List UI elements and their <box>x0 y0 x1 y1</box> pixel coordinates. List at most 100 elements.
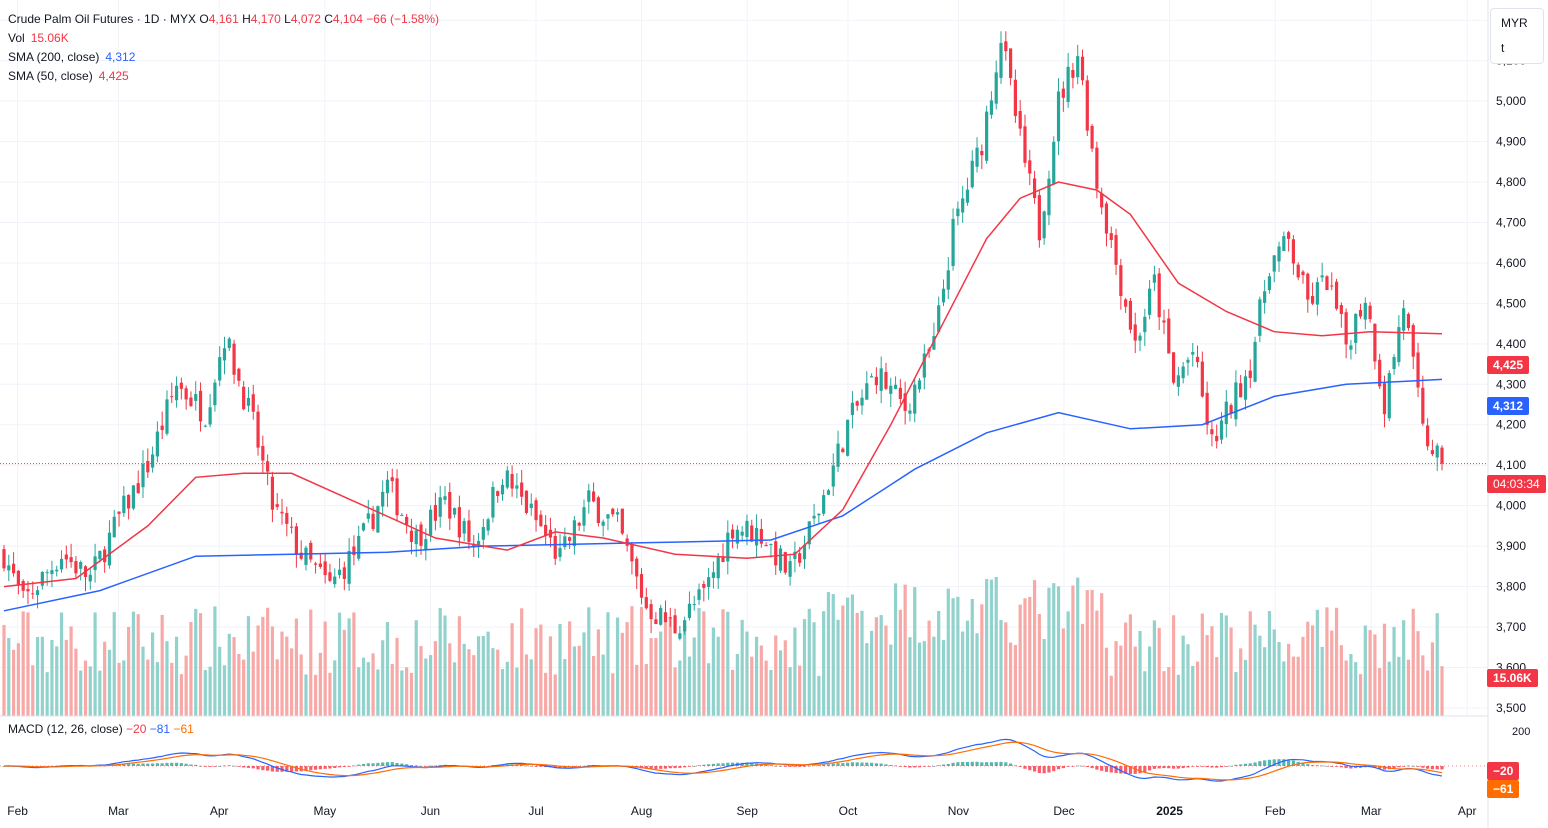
volume-bar <box>1277 642 1281 716</box>
candle-body <box>889 385 893 394</box>
volume-bar <box>922 641 926 716</box>
countdown-tag: 04:03:34 <box>1487 475 1546 493</box>
macd-hist-bar <box>946 763 950 766</box>
legend-sma50-row[interactable]: SMA (50, close) 4,425 <box>8 67 439 86</box>
volume-bar <box>266 607 270 716</box>
volume-bar <box>568 621 572 716</box>
candle-body <box>1052 141 1056 185</box>
candle-body <box>371 513 375 530</box>
macd-hist-bar <box>218 765 222 767</box>
volume-bar <box>179 674 183 716</box>
candle-body <box>170 396 174 398</box>
candle-body <box>1358 310 1363 317</box>
candle-body <box>1171 352 1176 383</box>
volume-bar <box>544 672 548 716</box>
symbol-title[interactable]: Crude Palm Oil Futures · 1D · MYX <box>8 12 197 26</box>
volume-bar <box>683 625 687 716</box>
volume-bar <box>1234 672 1238 716</box>
volume-bar <box>663 612 668 716</box>
volume-bar <box>1282 661 1286 716</box>
candle-body <box>1037 195 1041 241</box>
time-axis: Feb Mar Apr May Jun Jul Aug Sep Oct Nov Dec 2025 Feb… <box>7 804 1476 818</box>
candle-body <box>1157 273 1161 318</box>
volume-bar <box>893 583 898 716</box>
volume-bar <box>1392 626 1396 716</box>
unit-selector[interactable]: MYR t <box>1490 8 1544 64</box>
volume-bar <box>376 669 380 716</box>
candle-body <box>1076 56 1080 78</box>
candle-body <box>529 503 533 509</box>
candle-body <box>1148 288 1152 315</box>
volume-bar <box>788 667 792 716</box>
volume-bar <box>165 641 169 716</box>
legend-volume-row[interactable]: Vol 15.06K <box>8 29 439 48</box>
candle-body <box>103 549 107 563</box>
volume-bar <box>251 651 255 716</box>
volume-bar <box>1354 662 1358 716</box>
macd-hist-bar <box>860 762 864 766</box>
macd-hist-bar <box>1119 766 1123 774</box>
volume-bar <box>1138 631 1142 716</box>
volume-bar <box>342 629 346 716</box>
candle-body <box>1397 327 1401 363</box>
volume-bar <box>429 655 433 716</box>
volume-bar <box>951 598 955 716</box>
candle-body <box>1085 80 1089 131</box>
volume-bar <box>433 641 437 716</box>
candle-body <box>989 100 994 115</box>
macd-hist-bar <box>1402 766 1406 767</box>
macd-value: −81 <box>149 722 171 736</box>
currency-unit[interactable]: MYR <box>1501 16 1528 30</box>
volume-bar <box>855 612 859 716</box>
volume-bar <box>500 669 505 716</box>
volume-bar <box>1119 645 1123 716</box>
volume-bar <box>846 597 850 716</box>
candle-body <box>860 397 864 406</box>
candle-body <box>1421 387 1425 424</box>
volume-bar <box>438 608 442 716</box>
candle-body <box>486 519 490 531</box>
candle-body <box>826 490 831 495</box>
macd-hist-bar <box>1272 759 1276 766</box>
macd-hist-bar <box>1282 759 1286 766</box>
macd-hist-bar <box>150 763 155 766</box>
macd-hist-bar <box>932 765 936 767</box>
volume-bar <box>510 623 514 716</box>
candle-body <box>730 529 735 539</box>
volume-bar <box>730 669 735 716</box>
volume-bar <box>2 624 6 716</box>
macd-hist-bar <box>659 766 663 769</box>
candle-body <box>160 425 164 431</box>
macd-hist-bar <box>1176 766 1180 769</box>
candle-body <box>40 571 44 586</box>
volume-bar <box>160 614 164 716</box>
macd-hist-bar <box>793 766 797 767</box>
candle-body <box>1426 425 1430 447</box>
volume-bar <box>309 609 313 716</box>
price-axis-tick: 4,100 <box>1496 458 1526 472</box>
volume-bar <box>711 627 716 716</box>
macd-legend[interactable]: MACD (12, 26, close) −20 −81 −61 <box>8 722 194 736</box>
macd-hist-bar <box>697 765 701 767</box>
macd-hist-bar <box>1171 766 1176 769</box>
candle-body <box>198 390 203 422</box>
lot-unit[interactable]: t <box>1501 41 1505 55</box>
volume-bar <box>927 620 931 716</box>
volume-bar <box>879 615 883 716</box>
macd-hist-bar <box>1109 766 1113 773</box>
candle-body <box>1181 366 1185 379</box>
volume-bar <box>496 649 500 716</box>
macd-hist-bar <box>131 763 136 766</box>
macd-hist-bar <box>352 765 356 767</box>
volume-bar <box>472 655 476 716</box>
candle-body <box>74 561 78 574</box>
macd-hist-bar <box>1258 761 1262 766</box>
macd-hist-bar <box>941 764 946 766</box>
volume-bar <box>587 607 591 716</box>
macd-hist-bar <box>1267 759 1272 766</box>
candle-body <box>822 495 826 514</box>
candle-body <box>817 513 821 516</box>
candle-body <box>932 336 936 350</box>
legend-sma200-row[interactable]: SMA (200, close) 4,312 <box>8 48 439 67</box>
